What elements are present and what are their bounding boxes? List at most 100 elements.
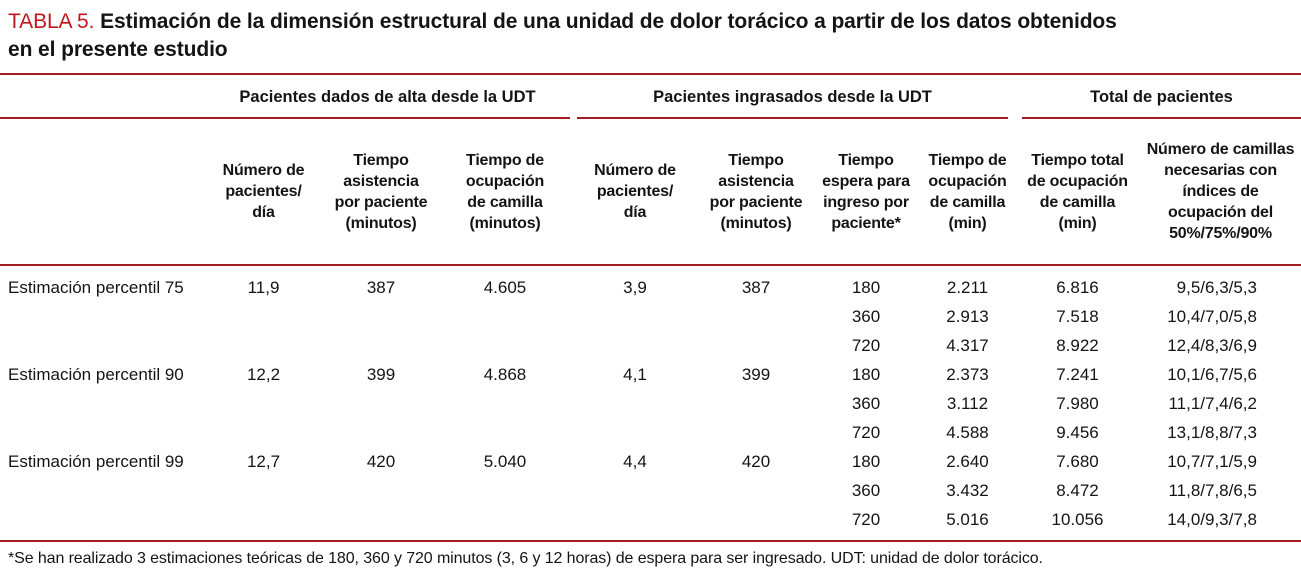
table-cell: 4.317 — [946, 336, 989, 356]
table-cell: 720 — [851, 510, 881, 530]
table-cell: 4,4 — [623, 452, 647, 472]
table-cell: 5.040 — [483, 452, 527, 472]
row-label — [0, 418, 205, 447]
table-cell: 360 — [851, 481, 881, 501]
table-cell — [440, 302, 570, 331]
table-cell: 7.680 — [1056, 452, 1099, 472]
table-cell: 399 — [741, 365, 771, 385]
table-cell: 5.016 — [946, 510, 989, 530]
column-header: Tiempo de ocupación de camilla (min) — [928, 151, 1007, 232]
group-header-row: Pacientes dados de alta desde la UDT Pac… — [0, 75, 1301, 120]
row-label — [0, 331, 205, 360]
table-cell: 4.588 — [946, 423, 989, 443]
table-cell — [700, 331, 812, 360]
table-cell: 12,4/8,3/6,9 — [1167, 336, 1257, 356]
column-header: Número de camillas necesarias con índice… — [1146, 141, 1295, 243]
column-header-stub — [0, 119, 205, 264]
table-cell: 2.373 — [946, 365, 989, 385]
table-cell — [570, 389, 700, 418]
table-cell — [570, 331, 700, 360]
table-cell — [205, 476, 322, 505]
table-cell: 2.211 — [946, 278, 989, 298]
table-cell — [322, 389, 440, 418]
table-cell: 10.056 — [1051, 510, 1104, 530]
table-cell: 720 — [851, 423, 881, 443]
table-caption: TABLA 5. Estimación de la dimensión estr… — [0, 0, 1301, 73]
table-cell — [322, 418, 440, 447]
table-cell: 4,1 — [623, 365, 647, 385]
table-cell: 10,7/7,1/5,9 — [1167, 452, 1257, 472]
table-cell: 6.816 — [1056, 278, 1099, 298]
table-cell: 720 — [851, 336, 881, 356]
table-cell: 8.922 — [1056, 336, 1099, 356]
row-label: Estimación percentil 99 — [8, 452, 184, 472]
column-header: Tiempo espera para ingreso por paciente* — [822, 151, 910, 232]
table-cell — [322, 331, 440, 360]
table-cell: 2.640 — [946, 452, 989, 472]
group-header-stub — [0, 75, 205, 120]
group-header-total: Total de pacientes — [1022, 75, 1301, 120]
table-cell: 11,9 — [247, 278, 280, 298]
row-label: Estimación percentil 75 — [8, 278, 184, 298]
table-cell: 399 — [366, 365, 396, 385]
table-cell — [700, 389, 812, 418]
table-cell: 8.472 — [1056, 481, 1099, 501]
table-cell: 12,2 — [246, 365, 281, 385]
table-cell: 360 — [851, 307, 881, 327]
table-caption-text: Estimación de la dimensión estructural d… — [8, 10, 1117, 61]
table-cell — [700, 418, 812, 447]
table-cell — [700, 476, 812, 505]
table-cell: 13,1/8,8/7,3 — [1167, 423, 1257, 443]
table-cell: 180 — [851, 365, 881, 385]
table-cell — [322, 476, 440, 505]
row-label: Estimación percentil 90 — [8, 365, 184, 385]
column-header: Número de pacientes/ día — [594, 162, 676, 222]
table-cell: 7.980 — [1056, 394, 1099, 414]
table-cell: 387 — [741, 278, 771, 298]
table-cell — [570, 505, 700, 534]
row-label — [0, 476, 205, 505]
table-cell: 420 — [741, 452, 771, 472]
header-rule-divider — [0, 264, 1301, 267]
column-header: Tiempo asistencia por paciente (minutos) — [709, 151, 803, 232]
table-cell: 10,4/7,0/5,8 — [1167, 307, 1257, 327]
table-cell: 2.913 — [946, 307, 989, 327]
table-cell: 10,1/6,7/5,6 — [1167, 365, 1257, 385]
table-cell: 180 — [851, 452, 881, 472]
group-header-discharged: Pacientes dados de alta desde la UDT — [205, 75, 570, 120]
row-label — [0, 505, 205, 534]
top-rule-divider — [0, 73, 1301, 76]
table-cell: 9.456 — [1056, 423, 1099, 443]
column-header: Número de pacientes/ día — [222, 162, 305, 222]
table-cell: 9,5/6,3/5,3 — [1176, 278, 1257, 298]
table-cell — [570, 302, 700, 331]
row-label — [0, 389, 205, 418]
table-cell — [440, 505, 570, 534]
table-cell: 3.112 — [946, 394, 989, 414]
table-cell — [205, 418, 322, 447]
table-cell — [700, 302, 812, 331]
table-cell: 4.868 — [483, 365, 527, 385]
table-cell: 3.432 — [946, 481, 989, 501]
table-footnote: *Se han realizado 3 estimaciones teórica… — [8, 550, 1043, 568]
table-cell: 7.518 — [1056, 307, 1099, 327]
table-cell: 180 — [851, 278, 881, 298]
table-cell — [205, 505, 322, 534]
table-cell: 387 — [366, 278, 396, 298]
table-cell — [205, 302, 322, 331]
table-cell — [322, 505, 440, 534]
table-body: Estimación percentil 75 11,9 387 4.605 3,9 38… — [0, 273, 1301, 534]
table-cell — [440, 418, 570, 447]
column-header: Tiempo de ocupación de camilla (minutos) — [465, 151, 545, 232]
table-cell: 7.241 — [1056, 365, 1099, 385]
bottom-rule-divider — [0, 540, 1301, 543]
table-cell: 360 — [851, 394, 881, 414]
column-header-row: Número de pacientes/ día Tiempo asistenc… — [0, 119, 1301, 264]
table-cell: 3,9 — [623, 278, 647, 298]
table-number-label: TABLA 5. — [8, 10, 95, 33]
column-header: Tiempo asistencia por paciente (minutos) — [334, 151, 428, 232]
table-cell: 420 — [366, 452, 396, 472]
table-cell — [205, 331, 322, 360]
table-cell — [570, 418, 700, 447]
